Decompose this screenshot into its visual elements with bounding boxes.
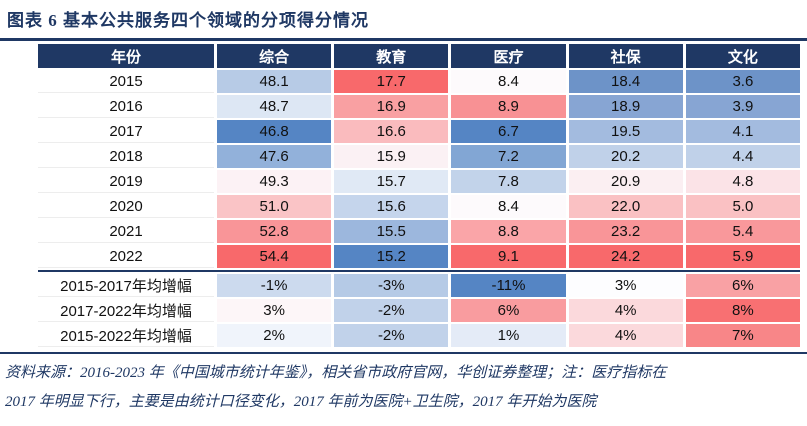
table-header-row: 年份 综合 教育 医疗 社保 文化 — [38, 44, 800, 68]
table-cell: 48.7 — [217, 95, 332, 118]
table-cell: 7.2 — [451, 145, 566, 168]
table-cell: 3% — [217, 299, 332, 322]
row-label: 2022 — [38, 245, 214, 268]
table-cell: 7.8 — [451, 170, 566, 193]
column-header-culture: 文化 — [685, 44, 800, 68]
table-cell: 4% — [568, 324, 683, 347]
table-cell: 3% — [568, 274, 683, 297]
table-row: 2016 48.7 16.9 8.9 18.9 3.9 — [38, 95, 800, 118]
table-cell: 46.8 — [217, 120, 332, 143]
table-cell: 8.4 — [451, 70, 566, 93]
source-note-line-2: 2017 年明显下行，主要是由统计口径变化，2017 年前为医院+卫生院，201… — [5, 394, 597, 410]
table-cell: 1% — [451, 324, 566, 347]
table-cell: 4.1 — [685, 120, 800, 143]
table-cell: 8.8 — [451, 220, 566, 243]
table-cell: 20.2 — [568, 145, 683, 168]
table-cell: 16.6 — [334, 120, 449, 143]
table-cell: 6% — [685, 274, 800, 297]
table-row: 2015-2022年均增幅 2% -2% 1% 4% 7% — [38, 324, 800, 347]
table-cell: 49.3 — [217, 170, 332, 193]
table-cell: 2% — [217, 324, 332, 347]
row-label: 2020 — [38, 195, 214, 218]
table-cell: 9.1 — [451, 245, 566, 268]
title-divider — [0, 38, 807, 41]
column-header-medical: 医疗 — [451, 44, 566, 68]
table-cell: 24.2 — [568, 245, 683, 268]
table-cell: -1% — [217, 274, 332, 297]
table-cell: 22.0 — [568, 195, 683, 218]
table-cell: 4.4 — [685, 145, 800, 168]
table-cell: 3.9 — [685, 95, 800, 118]
row-label: 2019 — [38, 170, 214, 193]
table-cell: 5.9 — [685, 245, 800, 268]
row-label: 2015-2017年均增幅 — [38, 274, 214, 297]
table-cell: 8.4 — [451, 195, 566, 218]
table-cell: 51.0 — [217, 195, 332, 218]
table-cell: 17.7 — [334, 70, 449, 93]
source-note: 资料来源：2016-2023 年《中国城市统计年鉴》，相关省市政府官网，华创证券… — [5, 359, 805, 417]
table-cell: 16.9 — [334, 95, 449, 118]
table-cell: 47.6 — [217, 145, 332, 168]
table-cell: 18.9 — [568, 95, 683, 118]
score-table: 年份 综合 教育 医疗 社保 文化 2015 48.1 17.7 8.4 18.… — [35, 42, 803, 349]
row-label: 2017-2022年均增幅 — [38, 299, 214, 322]
table-cell: 48.1 — [217, 70, 332, 93]
table-row: 2017-2022年均增幅 3% -2% 6% 4% 8% — [38, 299, 800, 322]
row-label: 2018 — [38, 145, 214, 168]
row-label: 2016 — [38, 95, 214, 118]
table-cell: 3.6 — [685, 70, 800, 93]
table-cell: 4.8 — [685, 170, 800, 193]
table-cell: 5.0 — [685, 195, 800, 218]
table-cell: 4% — [568, 299, 683, 322]
table-cell: 52.8 — [217, 220, 332, 243]
row-label: 2015-2022年均增幅 — [38, 324, 214, 347]
table-cell: 7% — [685, 324, 800, 347]
table-cell: 20.9 — [568, 170, 683, 193]
figure-title: 图表 6 基本公共服务四个领域的分项得分情况 — [7, 11, 369, 30]
table-cell: 8.9 — [451, 95, 566, 118]
table-row: 2019 49.3 15.7 7.8 20.9 4.8 — [38, 170, 800, 193]
table-cell: 5.4 — [685, 220, 800, 243]
table-cell: 15.2 — [334, 245, 449, 268]
table-cell: -3% — [334, 274, 449, 297]
table-cell: 15.7 — [334, 170, 449, 193]
column-header-social-security: 社保 — [568, 44, 683, 68]
column-header-education: 教育 — [334, 44, 449, 68]
table-row: 2020 51.0 15.6 8.4 22.0 5.0 — [38, 195, 800, 218]
table-row: 2022 54.4 15.2 9.1 24.2 5.9 — [38, 245, 800, 268]
table-cell: 23.2 — [568, 220, 683, 243]
table-row: 2015-2017年均增幅 -1% -3% -11% 3% 6% — [38, 274, 800, 297]
table-divider — [38, 270, 800, 272]
table-cell: 8% — [685, 299, 800, 322]
row-label: 2017 — [38, 120, 214, 143]
row-label: 2021 — [38, 220, 214, 243]
column-header-year: 年份 — [38, 44, 214, 68]
column-header-overall: 综合 — [217, 44, 332, 68]
table-cell: -2% — [334, 299, 449, 322]
table-cell: 54.4 — [217, 245, 332, 268]
table-cell: 15.6 — [334, 195, 449, 218]
table-cell: 6% — [451, 299, 566, 322]
row-label: 2015 — [38, 70, 214, 93]
table-cell: 18.4 — [568, 70, 683, 93]
table-row: 2015 48.1 17.7 8.4 18.4 3.6 — [38, 70, 800, 93]
table-cell: 15.5 — [334, 220, 449, 243]
table-row: 2018 47.6 15.9 7.2 20.2 4.4 — [38, 145, 800, 168]
figure-bottom-divider — [0, 352, 807, 354]
table-cell: 6.7 — [451, 120, 566, 143]
table-row: 2021 52.8 15.5 8.8 23.2 5.4 — [38, 220, 800, 243]
table-cell: 15.9 — [334, 145, 449, 168]
table-cell: 19.5 — [568, 120, 683, 143]
source-note-line-1: 资料来源：2016-2023 年《中国城市统计年鉴》，相关省市政府官网，华创证券… — [5, 365, 667, 381]
table-row: 2017 46.8 16.6 6.7 19.5 4.1 — [38, 120, 800, 143]
table-cell: -11% — [451, 274, 566, 297]
table-cell: -2% — [334, 324, 449, 347]
